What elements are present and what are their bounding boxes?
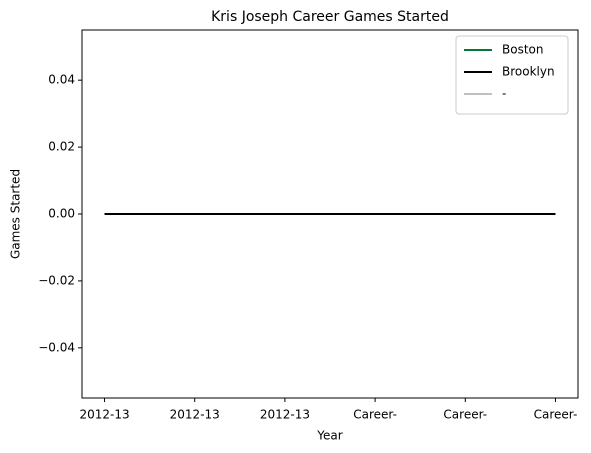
- y-tick-label: −0.04: [38, 340, 75, 354]
- y-tick-label: 0.02: [48, 140, 75, 154]
- plot-frame: [81, 29, 579, 399]
- x-tick-label: Career-: [443, 408, 487, 422]
- x-tick-label: 2012-13: [260, 408, 310, 422]
- legend-label: -: [502, 87, 506, 101]
- x-tick-label: 2012-13: [79, 408, 129, 422]
- x-axis-label: Year: [316, 429, 342, 443]
- x-tick-label: 2012-13: [170, 408, 220, 422]
- legend-label: Boston: [502, 43, 543, 57]
- x-tick-label: Career-: [353, 408, 397, 422]
- y-axis-label: Games Started: [9, 169, 23, 259]
- y-tick-label: 0.00: [48, 207, 75, 221]
- chart-title: Kris Joseph Career Games Started: [211, 9, 449, 25]
- legend-label: Brooklyn: [502, 65, 555, 79]
- x-tick-label: Career-: [534, 408, 578, 422]
- y-tick-label: 0.04: [48, 73, 75, 87]
- y-tick-label: −0.02: [38, 273, 75, 287]
